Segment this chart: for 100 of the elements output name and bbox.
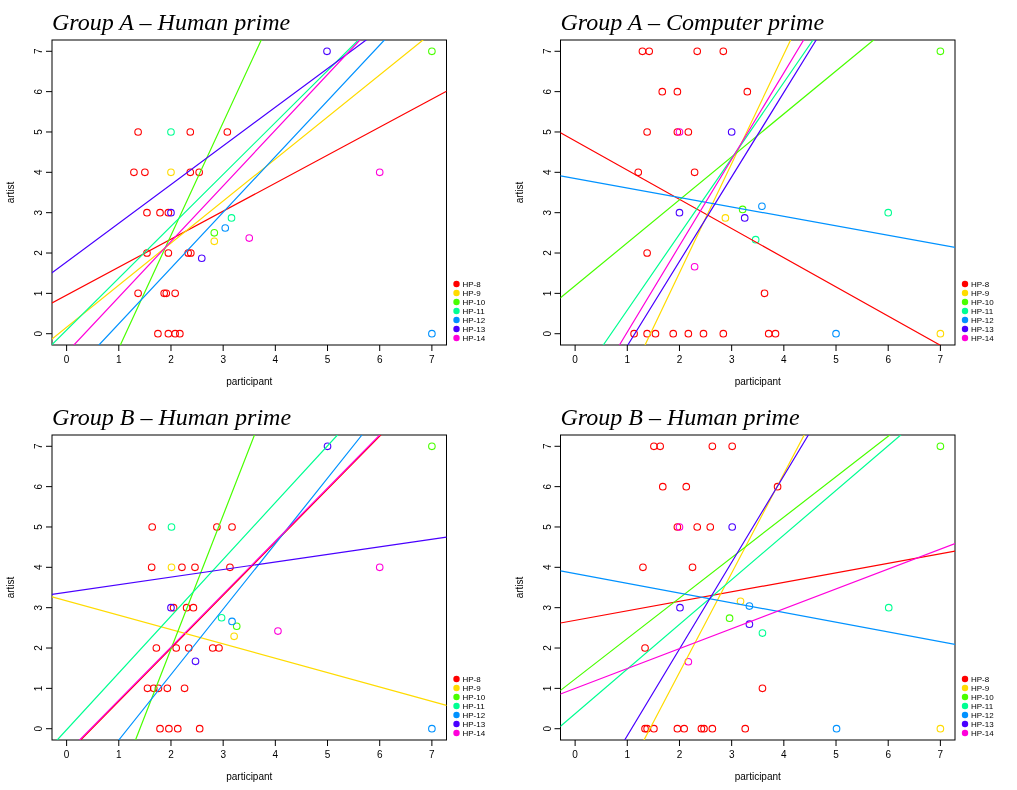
- legend-label: HP-9: [971, 684, 990, 693]
- legend-label: HP-13: [462, 720, 486, 729]
- y-tick-label: 0: [541, 725, 553, 732]
- y-tick-label: 4: [33, 169, 44, 176]
- legend-label: HP-13: [971, 325, 995, 334]
- point: [656, 442, 665, 451]
- legend-label: HP-9: [462, 289, 482, 298]
- y-tick-label: 1: [33, 290, 44, 297]
- y-tick-label: 2: [541, 644, 553, 651]
- point: [172, 644, 181, 652]
- y-axis-title: artist: [513, 181, 525, 204]
- point: [189, 603, 198, 612]
- legend-label: HP-8: [462, 675, 482, 684]
- legend-label: HP-8: [971, 280, 990, 289]
- y-tick-label: 3: [541, 209, 553, 216]
- y-tick-label: 5: [33, 523, 44, 530]
- point: [147, 563, 156, 572]
- point: [736, 597, 745, 606]
- point: [210, 229, 219, 237]
- y-tick-label: 1: [541, 290, 553, 297]
- point: [658, 482, 667, 491]
- point: [182, 603, 191, 612]
- point: [758, 202, 766, 211]
- y-tick-label: 7: [33, 48, 44, 55]
- y-tick-label: 5: [33, 128, 44, 135]
- point: [832, 724, 841, 733]
- point: [700, 724, 708, 733]
- x-tick-label: 3: [220, 354, 227, 365]
- x-tick-label: 1: [116, 749, 123, 760]
- point: [676, 603, 684, 612]
- x-tick-label: 7: [429, 354, 436, 365]
- y-tick-label: 6: [541, 483, 553, 490]
- y-tick-label: 7: [541, 48, 553, 55]
- point: [690, 262, 699, 271]
- legend-label: HP-12: [971, 711, 995, 720]
- y-tick-label: 0: [33, 330, 44, 337]
- point: [176, 329, 184, 338]
- point: [745, 620, 754, 629]
- point: [719, 47, 728, 56]
- point: [195, 168, 203, 177]
- legend-label: HP-13: [971, 720, 995, 729]
- legend-label: HP-14: [971, 729, 995, 738]
- point: [697, 724, 706, 733]
- point: [719, 329, 728, 338]
- x-tick-label: 7: [937, 749, 944, 760]
- point: [143, 249, 151, 257]
- y-tick-label: 2: [33, 644, 44, 651]
- point: [758, 629, 767, 637]
- point: [184, 644, 193, 652]
- x-tick-label: 0: [63, 354, 70, 365]
- point: [708, 724, 717, 733]
- y-tick-label: 0: [541, 330, 553, 337]
- x-tick-label: 7: [429, 749, 436, 760]
- chart-title: Group B – Human prime: [52, 404, 292, 430]
- y-tick-label: 5: [541, 523, 553, 530]
- point: [936, 442, 945, 451]
- point: [428, 329, 436, 338]
- point: [274, 627, 282, 635]
- point: [708, 442, 717, 451]
- legend-label: HP-14: [971, 334, 995, 343]
- point: [693, 523, 702, 531]
- point: [156, 208, 164, 217]
- x-tick-label: 6: [376, 354, 383, 365]
- point: [684, 657, 693, 666]
- point: [699, 329, 708, 338]
- x-tick-label: 2: [676, 749, 683, 760]
- x-axis-title: participant: [734, 376, 782, 387]
- point: [323, 47, 331, 56]
- legend-label: HP-11: [462, 702, 486, 711]
- point: [643, 329, 651, 338]
- point: [197, 254, 206, 263]
- point: [936, 329, 945, 338]
- x-tick-label: 4: [272, 749, 279, 760]
- x-axis-title: participant: [226, 771, 273, 782]
- y-tick-label: 3: [33, 604, 44, 611]
- point: [143, 208, 151, 217]
- point: [658, 87, 667, 96]
- point: [165, 724, 173, 733]
- point: [638, 47, 647, 56]
- point: [675, 208, 684, 217]
- legend-label: HP-14: [462, 334, 486, 343]
- point: [223, 128, 232, 136]
- point: [832, 329, 840, 338]
- point: [684, 128, 693, 136]
- legend-label: HP-14: [462, 729, 486, 738]
- point: [228, 523, 236, 531]
- point: [428, 442, 436, 451]
- y-axis-title: artist: [5, 576, 16, 599]
- point: [171, 289, 179, 298]
- point: [186, 168, 195, 177]
- point: [684, 329, 693, 338]
- legend-label: HP-10: [462, 693, 486, 702]
- point: [758, 684, 767, 693]
- x-tick-label: 7: [937, 354, 944, 365]
- x-tick-label: 2: [168, 749, 175, 760]
- y-tick-label: 5: [541, 128, 553, 135]
- point: [227, 214, 236, 222]
- x-tick-label: 4: [272, 354, 279, 365]
- point: [728, 523, 737, 531]
- x-tick-label: 1: [116, 354, 123, 365]
